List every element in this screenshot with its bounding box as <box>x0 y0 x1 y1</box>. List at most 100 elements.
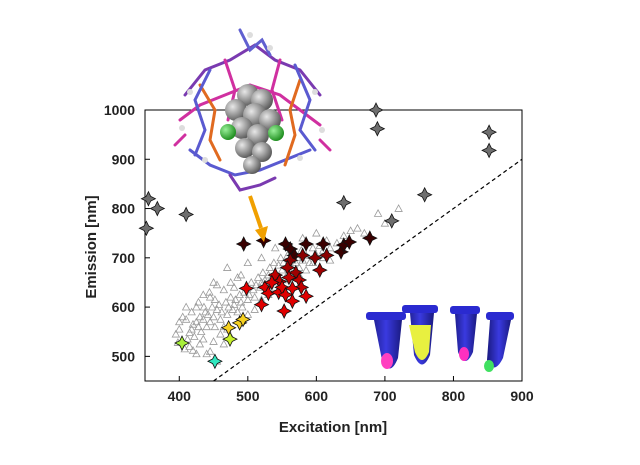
triangle-point <box>270 243 280 252</box>
x-tick-label: 600 <box>305 388 329 404</box>
triangle-point <box>226 292 235 301</box>
triangle-point <box>380 218 390 227</box>
triangle-point <box>243 258 253 267</box>
triangle-point <box>298 233 307 242</box>
triangle-point <box>243 310 253 318</box>
triangle-point <box>181 314 191 323</box>
triangle-point <box>205 292 215 301</box>
triangle-point <box>217 307 227 316</box>
triangle-point <box>188 346 198 354</box>
triangle-point <box>188 319 198 328</box>
vial-3 <box>450 306 480 361</box>
triangle-point <box>360 228 369 237</box>
vial-2 <box>402 305 438 365</box>
triangle-point <box>201 307 210 316</box>
star-point <box>238 280 255 297</box>
highlighted-points <box>138 102 498 370</box>
triangle-point <box>279 258 288 267</box>
triangle-point <box>195 339 205 348</box>
star-point <box>318 247 335 264</box>
triangle-point <box>224 302 233 311</box>
triangle-point <box>196 327 206 336</box>
star-point <box>335 194 352 211</box>
triangle-point <box>332 238 342 247</box>
triangle-point <box>221 297 231 306</box>
triangle-point <box>265 263 275 271</box>
triangle-point <box>181 302 191 311</box>
y-tick-label: 500 <box>112 348 136 364</box>
triangle-point <box>258 268 268 276</box>
vial-4 <box>484 312 514 372</box>
triangle-point <box>251 280 261 289</box>
triangle-point <box>312 228 321 237</box>
triangle-point <box>353 223 362 232</box>
triangle-point <box>198 314 208 323</box>
y-tick-label: 900 <box>112 151 136 167</box>
star-point <box>174 335 190 351</box>
triangle-point <box>253 273 263 281</box>
star-point <box>298 236 314 252</box>
star-point <box>140 190 157 207</box>
star-point <box>293 279 310 296</box>
star-point <box>369 120 386 137</box>
triangle-point <box>192 317 201 326</box>
x-axis-title: Excitation [nm] <box>279 419 387 436</box>
triangle-point <box>301 265 311 274</box>
triangle-point <box>277 265 287 274</box>
triangle-point <box>187 324 196 333</box>
fluorescent-vials-photo <box>366 305 514 372</box>
star-point <box>361 230 378 247</box>
triangle-point <box>219 285 229 294</box>
star-point <box>235 236 252 252</box>
triangle-point <box>238 302 247 311</box>
star-point <box>207 353 223 370</box>
star-point <box>178 206 195 223</box>
molecular-structure-illustration <box>173 28 332 192</box>
triangle-point <box>205 347 215 355</box>
star-point <box>341 234 358 250</box>
triangle-point <box>216 314 225 323</box>
triangle-point <box>228 305 238 313</box>
triangle-point <box>202 322 211 331</box>
star-point <box>368 102 384 118</box>
star-point <box>416 186 433 203</box>
x-tick-label: 700 <box>373 388 397 404</box>
triangle-point <box>203 310 213 318</box>
star-point <box>481 142 498 159</box>
y-tick-label: 1000 <box>104 102 135 118</box>
x-tick-label: 900 <box>510 388 534 404</box>
triangle-point <box>236 270 246 279</box>
triangle-point <box>276 253 285 262</box>
triangle-point <box>209 278 218 286</box>
triangle-point <box>233 273 242 281</box>
triangle-point <box>209 337 218 345</box>
triangle-point <box>226 278 235 286</box>
triangle-point <box>346 226 355 234</box>
diagonal-reference-line <box>213 158 523 382</box>
star-point <box>235 311 251 328</box>
triangle-point <box>171 329 181 338</box>
star-point <box>281 269 297 286</box>
triangle-point <box>174 317 184 326</box>
y-tick-label: 800 <box>112 201 136 217</box>
star-point <box>277 286 294 303</box>
star-point <box>315 236 332 252</box>
triangle-point <box>209 312 218 321</box>
plot-frame <box>144 109 523 382</box>
dashed-diagonal-line <box>213 158 523 382</box>
triangle-point <box>246 278 256 286</box>
triangle-point <box>219 339 229 348</box>
triangle-point <box>195 312 205 321</box>
y-tick-label: 700 <box>112 250 136 266</box>
star-point <box>277 236 294 252</box>
triangle-point <box>243 295 253 303</box>
triangle-point <box>207 302 217 311</box>
x-tick-label: 400 <box>168 388 192 404</box>
triangle-point <box>250 292 259 301</box>
triangle-point <box>205 287 214 296</box>
triangle-point <box>229 300 239 308</box>
triangle-point <box>210 322 220 331</box>
star-point <box>294 247 311 264</box>
triangle-point <box>325 243 335 252</box>
triangle-point <box>212 305 222 313</box>
